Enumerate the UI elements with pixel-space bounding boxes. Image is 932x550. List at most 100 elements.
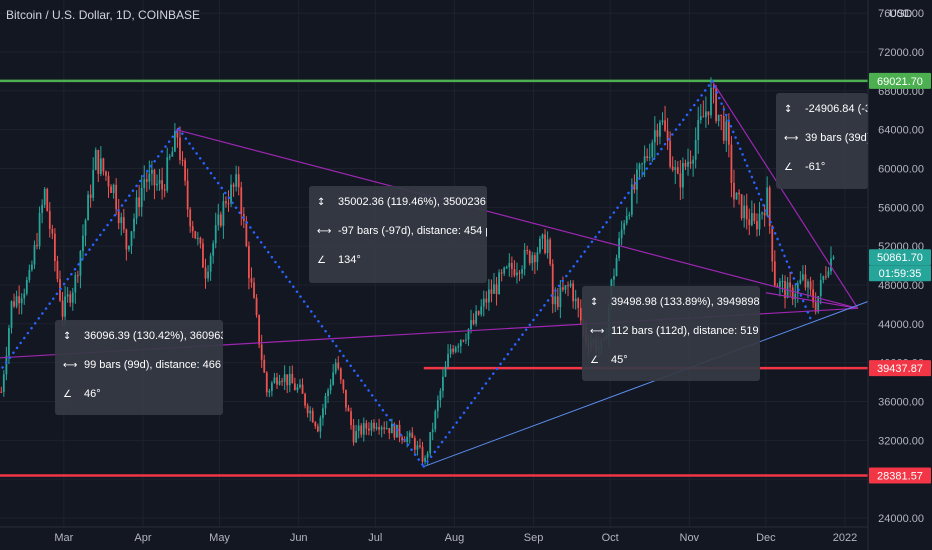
price-axis-label[interactable]: 32000.00 <box>878 435 924 447</box>
candle-down <box>745 205 748 220</box>
time-axis-label[interactable]: Aug <box>445 532 465 544</box>
wedge-upper-line[interactable] <box>711 80 859 309</box>
candle-up <box>653 130 656 143</box>
measure-box-bg <box>582 286 760 381</box>
candle-up <box>332 372 335 385</box>
price-axis-label[interactable]: 64000.00 <box>878 125 924 137</box>
candle-up <box>23 293 26 299</box>
measure-line[interactable] <box>711 79 814 324</box>
candle-up <box>416 445 419 450</box>
candle-up <box>618 238 620 259</box>
candle-down <box>510 263 513 270</box>
candle-down <box>679 173 682 188</box>
price-axis-label[interactable]: 72000.00 <box>878 47 924 59</box>
candle-up <box>151 169 153 174</box>
candle-down <box>763 212 766 216</box>
measure-box[interactable]: ↕ 39498.98 (133.89%), 3949898 ⟷ 112 bars (1… <box>582 286 774 381</box>
candle-down <box>153 169 156 186</box>
candle-up <box>444 366 447 377</box>
price-axis-label[interactable]: 48000.00 <box>878 280 924 292</box>
time-axis-label[interactable]: 2022 <box>833 532 857 544</box>
time-axis-label[interactable]: Oct <box>602 532 619 544</box>
candle-down <box>176 130 179 138</box>
candle-up <box>559 287 562 308</box>
candle-up <box>33 244 36 265</box>
currency-label[interactable]: USD <box>889 8 913 20</box>
candle-down <box>513 269 516 276</box>
candle-down <box>125 229 128 250</box>
time-axis-label[interactable]: Jul <box>368 532 382 544</box>
candle-up <box>380 427 383 430</box>
candle-down <box>115 184 118 210</box>
wedge-lower-line[interactable] <box>765 292 858 309</box>
candle-down <box>373 422 375 429</box>
drawings[interactable] <box>0 79 869 468</box>
time-axis-label[interactable]: Mar <box>54 532 73 544</box>
candle-down <box>773 261 776 286</box>
time-axis-label[interactable]: Nov <box>680 532 700 544</box>
candle-down <box>13 301 15 307</box>
candle-down <box>452 348 455 352</box>
candle-down <box>472 320 475 324</box>
angle-icon: ∠ <box>317 255 326 266</box>
candle-up <box>31 264 33 270</box>
candle-down <box>122 217 125 230</box>
candle-up <box>482 298 485 307</box>
candle-up <box>699 116 702 121</box>
time-axis-label[interactable]: May <box>209 532 230 544</box>
time-axis-label[interactable]: Sep <box>524 532 544 544</box>
candle-down <box>526 249 529 252</box>
candle-up <box>470 320 472 330</box>
candle-down <box>76 275 79 277</box>
time-axis-label[interactable]: Dec <box>756 532 776 544</box>
bars-range-icon: ⟷ <box>317 226 331 237</box>
candle-down <box>240 187 243 215</box>
candle-up <box>207 271 209 279</box>
time-axis-label[interactable]: Jun <box>290 532 308 544</box>
candle-up <box>222 201 225 226</box>
price-axis-label[interactable]: 24000.00 <box>878 513 924 525</box>
price-axis-label[interactable]: 56000.00 <box>878 202 924 214</box>
candle-up <box>830 258 832 272</box>
measure-box[interactable]: ↕ -24906.84 (-36.1 ⟷ 39 bars (39d), di ∠ -61° <box>776 93 886 189</box>
candle-up <box>82 235 84 252</box>
candle-up <box>270 382 273 392</box>
candle-up <box>620 229 623 239</box>
candle-up <box>465 339 467 341</box>
measure-angle-text: 134° <box>338 254 361 266</box>
candle-up <box>212 243 215 256</box>
candle-down <box>748 219 751 226</box>
price-axis-label[interactable]: 76000.00 <box>878 8 924 20</box>
candle-up <box>296 387 299 391</box>
candle-up <box>173 130 176 152</box>
measure-line[interactable] <box>422 79 714 468</box>
price-axis-label[interactable]: 44000.00 <box>878 319 924 331</box>
candle-down <box>666 130 669 141</box>
candle-down <box>577 298 580 308</box>
candle-down <box>265 372 268 393</box>
candle-up <box>309 410 312 414</box>
candle-up <box>235 174 238 187</box>
candle-up <box>196 237 199 239</box>
measure-line[interactable] <box>1 127 180 369</box>
triangle-upper-line[interactable] <box>176 129 858 309</box>
candle-down <box>388 427 391 434</box>
time-axis-label[interactable]: Apr <box>134 532 151 544</box>
candle-up <box>628 214 631 216</box>
candle-up <box>802 274 804 280</box>
candle-up <box>299 384 301 388</box>
price-axis-label[interactable]: 60000.00 <box>878 164 924 176</box>
time-axis[interactable]: Mar Apr May Jun Jul Aug Sep Oct Nov Dec 2022 <box>0 526 932 544</box>
measure-box[interactable]: ↕ 36096.39 (130.42%), 3609639 ⟷ 99 bars (99… <box>55 320 236 415</box>
candle-up <box>8 327 10 356</box>
measure-line[interactable] <box>177 127 426 468</box>
price-axis-label[interactable]: 36000.00 <box>878 397 924 409</box>
candle-up <box>682 163 684 188</box>
chart-title: Bitcoin / U.S. Dollar, 1D, COINBASE <box>6 8 201 22</box>
measure-boxes[interactable]: ↕ 36096.39 (130.42%), 3609639 ⟷ 99 bars (99… <box>55 93 886 415</box>
candle-up <box>467 329 470 340</box>
candle-down <box>248 246 250 279</box>
measure-box[interactable]: ↕ 35002.36 (119.46%), 3500236 ⟷ -97 bars (-… <box>309 186 497 283</box>
support-trendline[interactable] <box>423 301 869 468</box>
